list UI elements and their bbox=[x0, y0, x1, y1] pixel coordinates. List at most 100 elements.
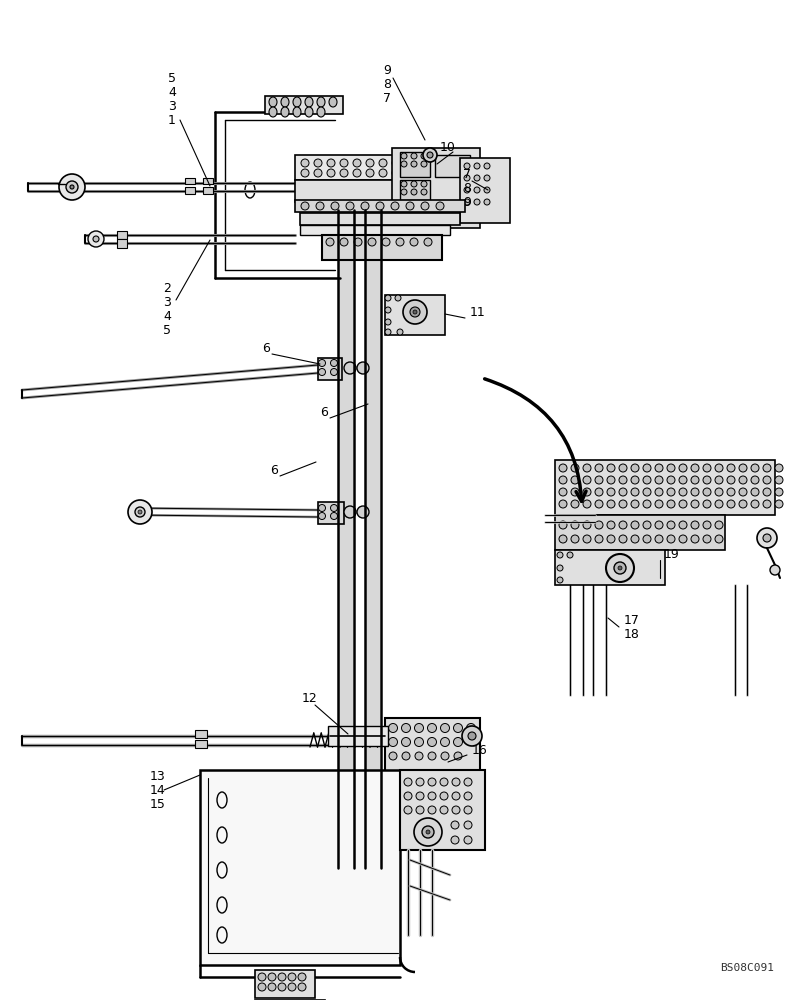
Circle shape bbox=[642, 488, 650, 496]
Circle shape bbox=[450, 821, 459, 829]
Circle shape bbox=[439, 806, 447, 814]
Ellipse shape bbox=[316, 97, 324, 107]
Circle shape bbox=[427, 752, 435, 760]
Bar bbox=[265, 96, 343, 114]
Circle shape bbox=[690, 464, 698, 472]
Circle shape bbox=[365, 169, 373, 177]
Circle shape bbox=[738, 488, 746, 496]
Circle shape bbox=[756, 528, 776, 548]
Circle shape bbox=[463, 175, 470, 181]
Circle shape bbox=[414, 737, 423, 746]
Circle shape bbox=[410, 161, 417, 167]
Text: 18: 18 bbox=[623, 628, 639, 640]
Circle shape bbox=[666, 521, 675, 529]
Circle shape bbox=[441, 752, 448, 760]
Circle shape bbox=[345, 202, 353, 210]
Circle shape bbox=[630, 535, 638, 543]
Circle shape bbox=[453, 723, 462, 732]
Circle shape bbox=[618, 500, 626, 508]
Circle shape bbox=[318, 360, 325, 366]
Text: 4: 4 bbox=[163, 310, 171, 322]
Circle shape bbox=[690, 500, 698, 508]
Circle shape bbox=[483, 163, 489, 169]
Circle shape bbox=[606, 488, 614, 496]
Circle shape bbox=[702, 476, 710, 484]
Circle shape bbox=[406, 202, 414, 210]
Circle shape bbox=[594, 488, 602, 496]
Circle shape bbox=[422, 826, 434, 838]
Circle shape bbox=[427, 806, 435, 814]
Circle shape bbox=[463, 163, 470, 169]
Circle shape bbox=[466, 723, 475, 732]
Circle shape bbox=[654, 521, 662, 529]
Text: 5: 5 bbox=[163, 324, 171, 336]
Circle shape bbox=[421, 189, 426, 195]
Circle shape bbox=[642, 535, 650, 543]
Circle shape bbox=[300, 159, 308, 167]
Text: BS08C091: BS08C091 bbox=[719, 963, 773, 973]
Circle shape bbox=[558, 521, 566, 529]
Text: 6: 6 bbox=[320, 406, 328, 418]
Circle shape bbox=[702, 488, 710, 496]
Circle shape bbox=[365, 159, 373, 167]
Circle shape bbox=[738, 464, 746, 472]
Circle shape bbox=[679, 488, 686, 496]
Circle shape bbox=[726, 500, 734, 508]
Circle shape bbox=[774, 476, 782, 484]
Circle shape bbox=[414, 723, 423, 732]
Circle shape bbox=[726, 464, 734, 472]
Circle shape bbox=[427, 778, 435, 786]
Circle shape bbox=[738, 476, 746, 484]
Circle shape bbox=[582, 476, 590, 484]
Bar bbox=[400, 180, 430, 200]
Circle shape bbox=[630, 488, 638, 496]
Circle shape bbox=[750, 500, 758, 508]
Circle shape bbox=[654, 500, 662, 508]
Ellipse shape bbox=[281, 107, 288, 117]
Circle shape bbox=[66, 181, 78, 193]
Circle shape bbox=[582, 500, 590, 508]
Circle shape bbox=[762, 464, 770, 472]
Bar bbox=[295, 180, 394, 202]
Circle shape bbox=[606, 464, 614, 472]
Circle shape bbox=[267, 983, 275, 991]
Circle shape bbox=[327, 159, 335, 167]
Circle shape bbox=[298, 983, 306, 991]
Circle shape bbox=[135, 507, 145, 517]
Bar bbox=[385, 718, 479, 773]
Circle shape bbox=[679, 500, 686, 508]
Circle shape bbox=[287, 983, 296, 991]
Circle shape bbox=[463, 778, 471, 786]
Circle shape bbox=[726, 488, 734, 496]
Circle shape bbox=[440, 723, 449, 732]
Circle shape bbox=[439, 778, 447, 786]
Circle shape bbox=[726, 476, 734, 484]
Circle shape bbox=[630, 521, 638, 529]
Circle shape bbox=[340, 159, 348, 167]
Circle shape bbox=[594, 464, 602, 472]
Circle shape bbox=[594, 476, 602, 484]
Circle shape bbox=[556, 565, 562, 571]
Circle shape bbox=[738, 500, 746, 508]
Circle shape bbox=[414, 752, 422, 760]
Circle shape bbox=[415, 778, 423, 786]
Circle shape bbox=[702, 500, 710, 508]
Circle shape bbox=[344, 362, 356, 374]
Circle shape bbox=[378, 169, 386, 177]
Circle shape bbox=[714, 476, 722, 484]
Circle shape bbox=[679, 464, 686, 472]
Text: 2: 2 bbox=[163, 282, 171, 294]
Circle shape bbox=[618, 488, 626, 496]
Circle shape bbox=[426, 830, 430, 834]
Circle shape bbox=[630, 500, 638, 508]
Text: 15: 15 bbox=[150, 797, 165, 810]
Circle shape bbox=[385, 295, 390, 301]
Bar bbox=[554, 460, 774, 515]
Circle shape bbox=[331, 202, 339, 210]
Circle shape bbox=[714, 521, 722, 529]
Circle shape bbox=[298, 973, 306, 981]
Circle shape bbox=[410, 153, 417, 159]
Circle shape bbox=[325, 238, 333, 246]
Bar bbox=[195, 730, 206, 738]
Circle shape bbox=[403, 806, 411, 814]
